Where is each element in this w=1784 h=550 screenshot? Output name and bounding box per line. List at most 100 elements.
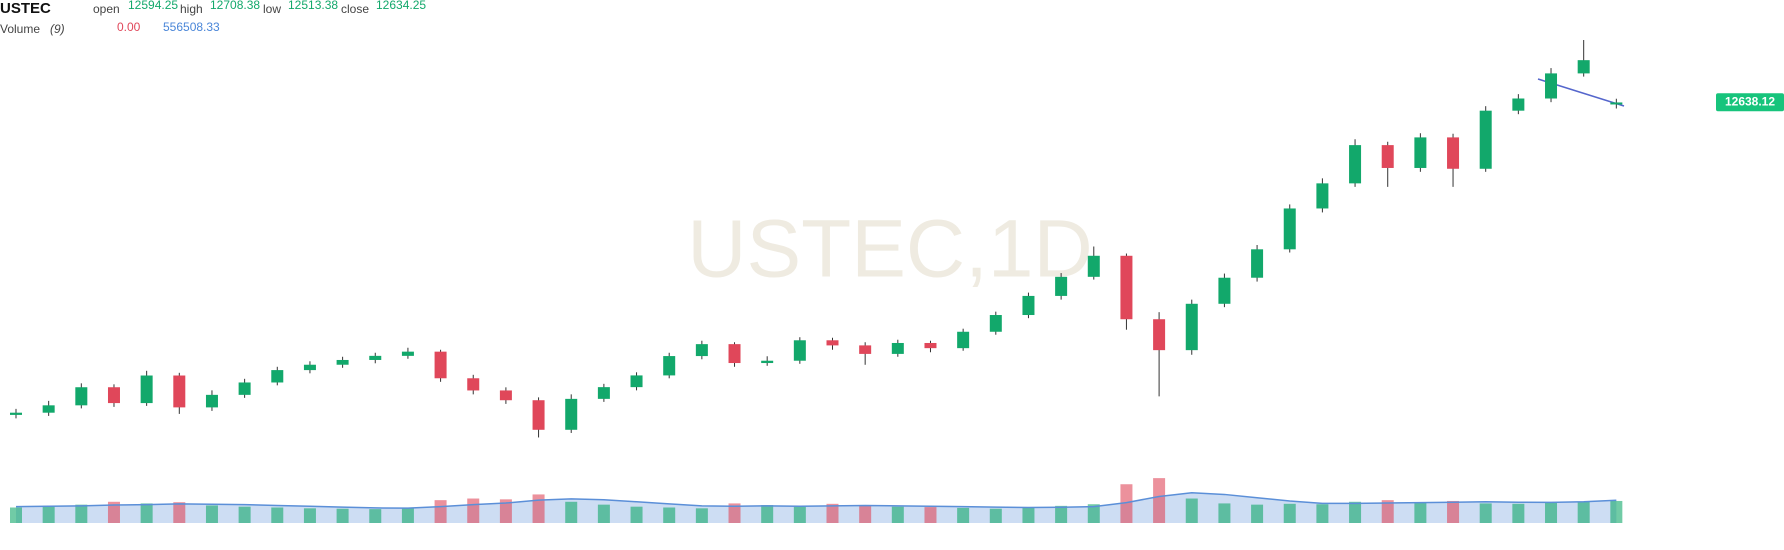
volume-bar (173, 502, 186, 523)
volume-bar (532, 494, 545, 523)
volume-bar (1218, 503, 1231, 523)
volume-bar (1283, 503, 1296, 523)
volume-bar (1087, 504, 1100, 523)
volume-bar (924, 507, 937, 523)
volume-bar (140, 503, 153, 523)
candle-body (1153, 319, 1166, 351)
volume-bar (989, 508, 1002, 523)
high-label: high (180, 2, 203, 16)
candle-body (663, 356, 676, 376)
volume-bar (499, 499, 512, 523)
candle-body (467, 378, 480, 391)
candle-body (107, 387, 120, 404)
candle-body (728, 344, 741, 364)
last-price-box (1716, 93, 1784, 112)
candle-body (1381, 145, 1394, 168)
candle-body (1283, 208, 1296, 250)
candle-body (303, 364, 316, 371)
candle-body (75, 387, 88, 406)
volume-bar (107, 501, 120, 523)
volume-bar (336, 508, 349, 523)
volume-title: Volume (0, 22, 40, 36)
candle-body (1414, 137, 1427, 168)
low-value: 12513.38 (288, 0, 338, 12)
volume-bar (205, 505, 218, 523)
volume-bar (1479, 503, 1492, 523)
volume-bar (695, 508, 708, 523)
volume-bar (891, 506, 904, 523)
volume-bar (1545, 502, 1558, 523)
close-value: 12634.25 (376, 0, 426, 12)
candle-body (989, 315, 1002, 332)
volume-bar (1414, 502, 1427, 523)
volume-ma-area (16, 492, 1617, 523)
candle-body (532, 400, 545, 430)
candle-body (1316, 183, 1329, 209)
volume-bar (303, 508, 316, 523)
volume-bar (1447, 500, 1460, 523)
candle-body (1610, 102, 1623, 105)
volume-bar (1610, 500, 1623, 523)
candle-body (1218, 277, 1231, 304)
volume-bar (630, 506, 643, 523)
candle-body (1055, 276, 1068, 296)
volume-bar (1251, 504, 1264, 523)
candle-body (695, 344, 708, 357)
volume-change: 0.00 (117, 20, 141, 34)
watermark: USTEC,1D (687, 204, 1093, 295)
volume-bar (401, 507, 414, 523)
candle-body (1545, 73, 1558, 99)
candle-body (1251, 249, 1264, 278)
candle-body (271, 370, 284, 383)
open-value: 12594.25 (128, 0, 178, 12)
candle-body (42, 405, 55, 413)
candle-body (140, 375, 153, 404)
volume-bar (1577, 501, 1590, 523)
candle-body (859, 345, 872, 354)
volume-bar (434, 500, 447, 523)
volume-bar (1120, 484, 1133, 523)
volume-bar (271, 507, 284, 523)
volume-bar (238, 506, 251, 523)
candle-body (630, 375, 643, 388)
volume-bar (1349, 501, 1362, 523)
candle-body (924, 342, 937, 349)
candle-body (1022, 295, 1035, 316)
symbol: USTEC (0, 0, 51, 17)
volume-bar (369, 509, 382, 523)
volume-bar (1055, 505, 1068, 523)
high-value: 12708.38 (210, 0, 260, 12)
candle-body (434, 351, 447, 379)
volume-bar (1153, 478, 1166, 523)
candle-body (793, 340, 806, 361)
volume-bar (1185, 498, 1198, 523)
volume-period: (9) (50, 22, 65, 36)
volume-bar (728, 503, 741, 523)
candle-body (401, 351, 414, 356)
candle-body (891, 342, 904, 354)
volume-bar (663, 507, 676, 523)
volume-bar (957, 507, 970, 523)
candle-body (1185, 303, 1198, 351)
volume-bar (565, 501, 578, 523)
open-label: open (93, 2, 120, 16)
candle-body (499, 390, 512, 401)
candle-body (1447, 137, 1460, 169)
volume-bar (859, 505, 872, 523)
candle-body (1512, 98, 1525, 111)
candle-body (957, 331, 970, 349)
candle-body (336, 359, 349, 365)
volume-bar (826, 503, 839, 523)
volume-bar (1381, 500, 1394, 523)
candle-body (205, 394, 218, 408)
candle-body (1087, 255, 1100, 277)
volume-bar (761, 505, 774, 523)
volume-bar (1316, 504, 1329, 523)
candle-body (565, 398, 578, 430)
volume-bar (1512, 503, 1525, 523)
volume-bar (42, 505, 55, 523)
candle-body (761, 360, 774, 364)
candle-body (826, 340, 839, 346)
volume-ma-value: 556508.33 (163, 20, 220, 34)
